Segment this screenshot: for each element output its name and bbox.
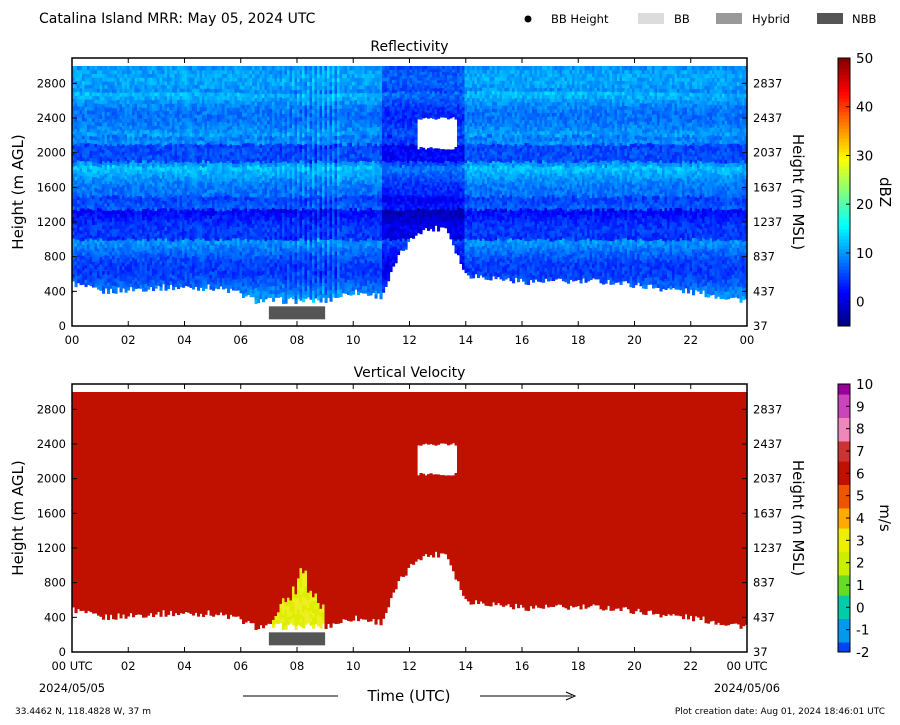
mrr-figure: Catalina Island MRR: May 05, 2024 UTC BB …: [0, 0, 900, 725]
legend-label: Hybrid: [752, 12, 790, 26]
heatmap-cell: [102, 289, 105, 293]
heatmap-cell: [107, 290, 110, 294]
heatmap-cell: [120, 288, 123, 292]
legend-item-bb: BB: [638, 12, 690, 26]
legend-swatch-icon: [638, 13, 664, 24]
legend-label: BB Height: [551, 12, 609, 26]
legend-swatch-icon: [716, 13, 742, 24]
heatmap-cell: [75, 283, 78, 287]
figure-title: Catalina Island MRR: May 05, 2024 UTC: [39, 11, 316, 27]
reflectivity-panel: Reflectivity0400800120016002000240028003…: [9, 39, 894, 347]
legend-item-bb-height: BB Height: [525, 12, 609, 26]
legend-item-nbb: NBB: [817, 12, 876, 26]
heatmap-cell: [115, 289, 118, 293]
bb-height-dot-icon: [525, 16, 532, 23]
legend-label: NBB: [852, 12, 876, 26]
reflectivity-heatmap: [72, 66, 748, 304]
legend-label: BB: [674, 12, 690, 26]
legend-swatch-icon: [817, 13, 843, 24]
legend-item-hybrid: Hybrid: [716, 12, 790, 26]
